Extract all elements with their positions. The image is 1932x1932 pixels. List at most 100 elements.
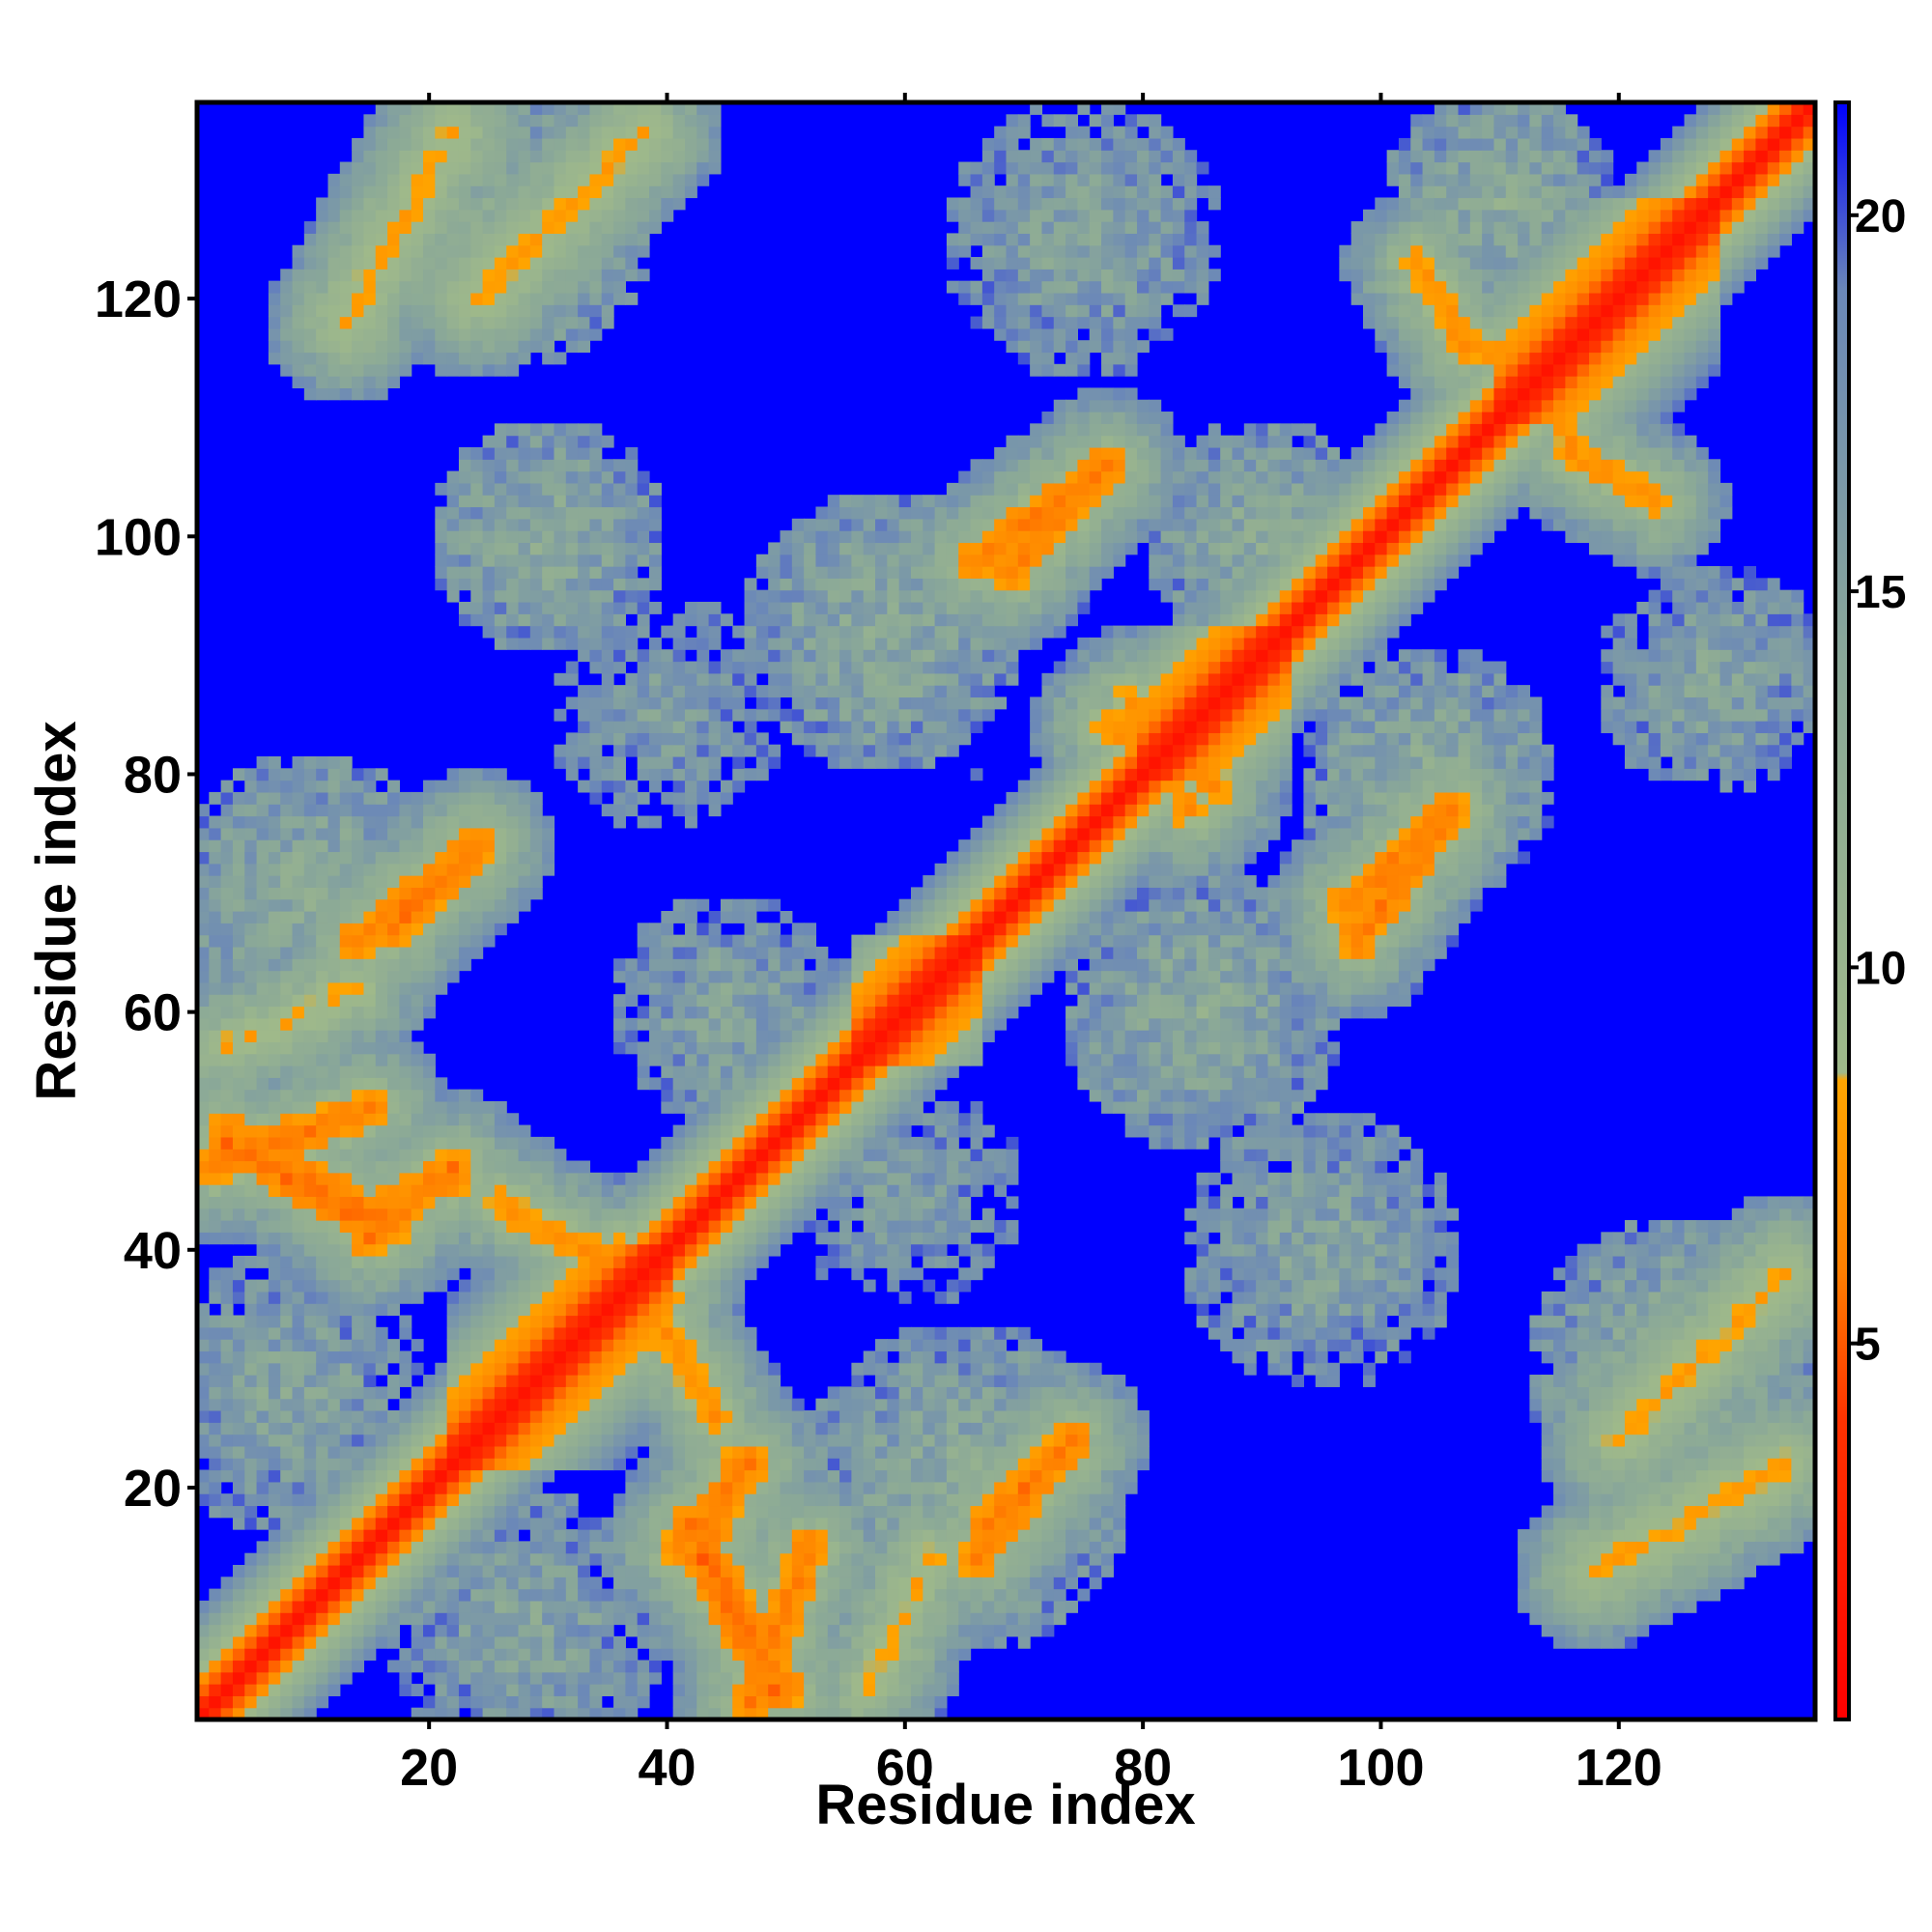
heatmap-cell — [529, 1375, 543, 1387]
heatmap-cell — [446, 1196, 460, 1209]
heatmap-cell — [804, 1136, 817, 1150]
heatmap-cell — [744, 1149, 757, 1162]
heatmap-cell — [554, 1493, 567, 1507]
heatmap-cell — [708, 1149, 722, 1162]
heatmap-cell — [256, 1113, 270, 1126]
heatmap-cell — [565, 1255, 579, 1268]
heatmap-cell — [542, 280, 555, 294]
heatmap-cell — [554, 1398, 567, 1411]
heatmap-cell — [316, 851, 329, 865]
heatmap-cell — [696, 1707, 710, 1720]
heatmap-cell — [458, 1124, 471, 1138]
heatmap-cell — [256, 1030, 270, 1042]
heatmap-cell — [387, 970, 400, 983]
heatmap-cell — [232, 1291, 245, 1304]
heatmap-cell — [827, 1588, 840, 1602]
heatmap-cell — [292, 1445, 305, 1459]
heatmap-cell — [316, 1006, 329, 1019]
heatmap-cell — [768, 755, 781, 769]
heatmap-cell — [589, 1267, 603, 1281]
heatmap-cell — [292, 340, 305, 354]
heatmap-cell — [399, 851, 412, 865]
heatmap-cell — [494, 150, 507, 163]
heatmap-cell — [375, 1030, 388, 1042]
heatmap-cell — [411, 1541, 424, 1554]
heatmap-cell — [518, 1386, 531, 1400]
heatmap-cell — [637, 1493, 650, 1507]
heatmap-cell — [209, 1624, 222, 1637]
heatmap-cell — [637, 1315, 650, 1328]
heatmap-cell — [518, 1208, 531, 1221]
heatmap-cell — [732, 958, 746, 972]
heatmap-cell — [696, 1089, 710, 1102]
heatmap-cell — [839, 1635, 852, 1649]
heatmap-cell — [851, 721, 865, 733]
heatmap-cell — [542, 1315, 555, 1328]
heatmap-cell — [209, 1671, 222, 1685]
heatmap-cell — [720, 1065, 733, 1078]
heatmap-cell — [518, 470, 531, 484]
heatmap-cell — [446, 292, 460, 305]
heatmap-cell — [518, 815, 531, 829]
heatmap-cell — [446, 137, 460, 151]
heatmap-cell — [209, 875, 222, 888]
heatmap-cell — [815, 1017, 829, 1031]
heatmap-cell — [506, 1196, 520, 1209]
heatmap-cell — [732, 911, 746, 923]
heatmap-cell — [423, 1267, 436, 1281]
heatmap-cell — [244, 1398, 258, 1411]
heatmap-cell — [565, 137, 579, 151]
heatmap-cell — [280, 994, 294, 1008]
heatmap-cell — [565, 732, 579, 746]
heatmap-cell — [303, 1220, 317, 1233]
heatmap-cell — [232, 1588, 245, 1602]
heatmap-cell — [780, 721, 793, 733]
heatmap-cell — [435, 137, 448, 151]
heatmap-cell — [209, 1172, 222, 1185]
heatmap-cell — [768, 1445, 781, 1459]
heatmap-cell — [744, 911, 757, 923]
heatmap-cell — [780, 1113, 793, 1126]
heatmap-cell — [672, 1172, 686, 1185]
heatmap-cell — [804, 1041, 817, 1055]
heatmap-cell — [625, 804, 639, 817]
heatmap-cell — [565, 768, 579, 781]
heatmap-cell — [578, 173, 591, 186]
heatmap-cell — [601, 601, 614, 614]
heatmap-cell — [720, 1375, 733, 1387]
heatmap-cell — [554, 1671, 567, 1685]
heatmap-cell — [375, 934, 388, 948]
heatmap-cell — [851, 1053, 865, 1066]
heatmap-cell — [804, 1541, 817, 1554]
heatmap-cell — [423, 1434, 436, 1447]
heatmap-cell — [672, 137, 686, 151]
heatmap-cell — [446, 827, 460, 840]
heatmap-cell — [327, 1030, 341, 1042]
heatmap-cell — [280, 1458, 294, 1471]
heatmap-cell — [482, 1232, 496, 1245]
heatmap-cell — [672, 685, 686, 698]
heatmap-cell — [720, 661, 733, 674]
heatmap-cell — [851, 1375, 865, 1387]
heatmap-cell — [780, 1172, 793, 1185]
heatmap-cell — [244, 1350, 258, 1364]
heatmap-cell — [232, 1458, 245, 1471]
heatmap-cell — [458, 1517, 471, 1530]
heatmap-cell — [851, 1648, 865, 1662]
heatmap-cell — [565, 1588, 579, 1602]
heatmap-cell — [316, 1065, 329, 1078]
heatmap-cell — [352, 244, 365, 258]
heatmap-cell — [339, 1635, 353, 1649]
heatmap-cell — [578, 233, 591, 246]
heatmap-cell — [578, 1398, 591, 1411]
heatmap-cell — [839, 1600, 852, 1613]
heatmap-cell — [209, 815, 222, 829]
heatmap-cell — [375, 304, 388, 318]
heatmap-cell — [316, 1541, 329, 1554]
heatmap-cell — [268, 292, 281, 305]
heatmap-cell — [827, 613, 840, 627]
heatmap-cell — [411, 1409, 424, 1423]
heatmap-cell — [649, 768, 662, 781]
heatmap-cell — [197, 1113, 210, 1126]
heatmap-cell — [529, 423, 543, 437]
